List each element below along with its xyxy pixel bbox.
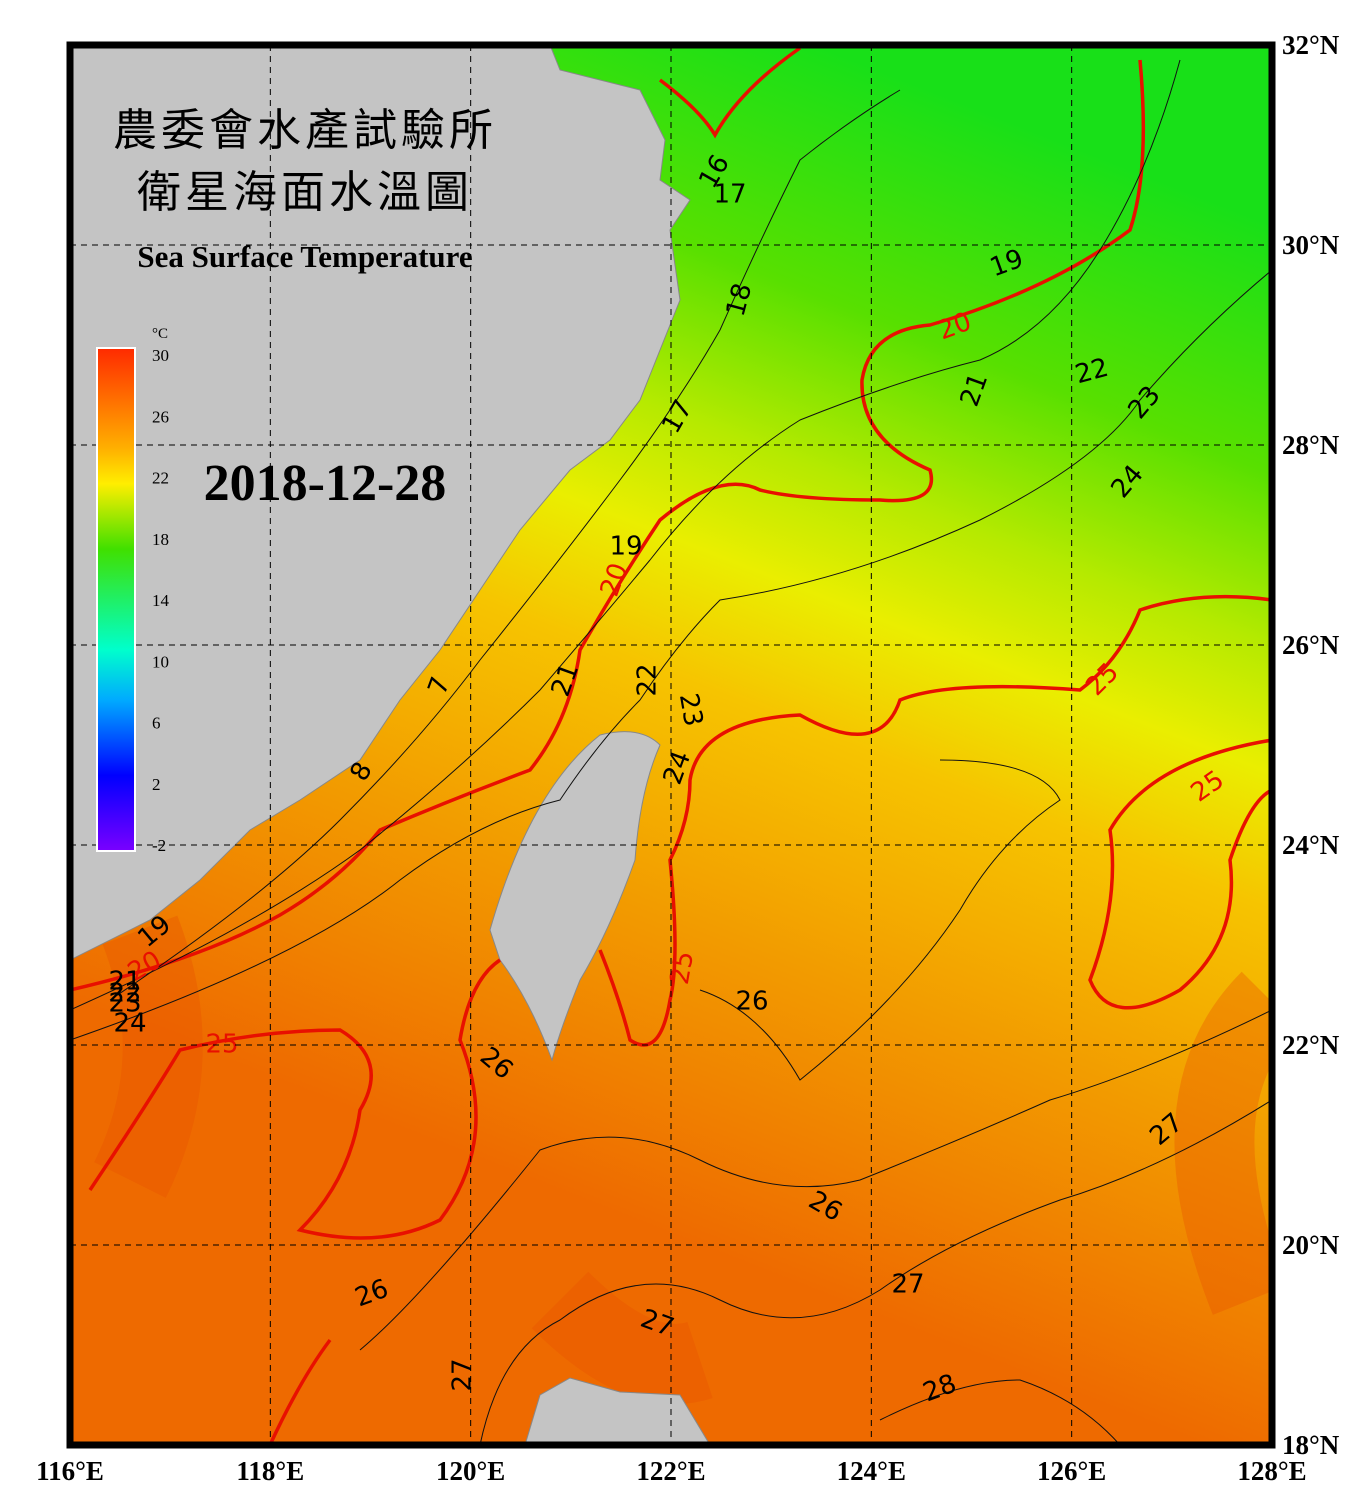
- lat-label: 20°N: [1282, 1230, 1340, 1260]
- lat-label: 24°N: [1282, 830, 1340, 860]
- contour-label: 26: [735, 987, 768, 1017]
- contour-label: 24: [113, 1009, 146, 1039]
- lon-label: 116°E: [36, 1456, 104, 1486]
- colorbar-tick-label: 10: [152, 652, 169, 671]
- lat-label: 26°N: [1282, 630, 1340, 660]
- map-frame: [66, 41, 1276, 1449]
- contour-label: 22: [633, 663, 663, 696]
- colorbar-tick-label: 14: [152, 591, 170, 610]
- date: 2018-12-28: [204, 455, 447, 512]
- colorbar-tick-label: 2: [152, 775, 161, 794]
- mainland: [70, 45, 691, 961]
- isotherm-label: 25: [205, 1030, 238, 1060]
- colorbar-tick-label: 26: [152, 407, 169, 426]
- lon-label: 128°E: [1237, 1456, 1306, 1486]
- lon-label: 118°E: [236, 1456, 304, 1486]
- contours: [70, 59, 1272, 1445]
- contour-label: 22: [108, 979, 141, 1009]
- contour-label: 23: [108, 989, 141, 1019]
- luzon: [524, 1377, 711, 1445]
- warm-patch: [93, 915, 1272, 1404]
- contour-label: 21: [108, 967, 141, 997]
- colorbar-tick-label: 22: [152, 469, 169, 488]
- lat-label: 32°N: [1282, 30, 1340, 60]
- title-en: Sea Surface Temperature: [137, 239, 472, 274]
- taiwan: [489, 731, 661, 1062]
- lon-label: 126°E: [1037, 1456, 1106, 1486]
- colorbar-tick-label: 6: [152, 714, 161, 733]
- isotherms: [70, 46, 1272, 1445]
- contour-label: 27: [891, 1270, 924, 1300]
- lon-label: 120°E: [436, 1456, 505, 1486]
- title-zh-1: 農委會水產試驗所: [113, 105, 497, 156]
- colorbar: [96, 347, 136, 852]
- contour-label: 27: [448, 1358, 478, 1391]
- colorbar-tick-label: -2: [152, 836, 166, 855]
- lat-label: 22°N: [1282, 1030, 1340, 1060]
- lon-label: 124°E: [837, 1456, 906, 1486]
- lat-label: 28°N: [1282, 430, 1340, 460]
- contour-label: 23: [673, 691, 708, 729]
- isotherm-label: 25: [665, 949, 700, 987]
- lat-label: 18°N: [1282, 1430, 1340, 1460]
- lon-label: 122°E: [636, 1456, 705, 1486]
- graticule: 116°E 118°E 120°E 122°E 124°E 126°E 128°E 32°N 3…: [36, 30, 1340, 1486]
- colorbar-tick-label: 30: [152, 346, 169, 365]
- colorbar-unit: °C: [152, 326, 168, 342]
- contour-label: 17: [713, 180, 746, 210]
- title-zh-2: 衛星海面水溫圖: [137, 167, 473, 218]
- contour-label: 19: [609, 532, 642, 562]
- colorbar-ticks: 30 26 22 18 14 10 6 2 -2: [152, 346, 170, 855]
- lat-label: 30°N: [1282, 230, 1340, 260]
- colorbar-tick-label: 18: [152, 530, 169, 549]
